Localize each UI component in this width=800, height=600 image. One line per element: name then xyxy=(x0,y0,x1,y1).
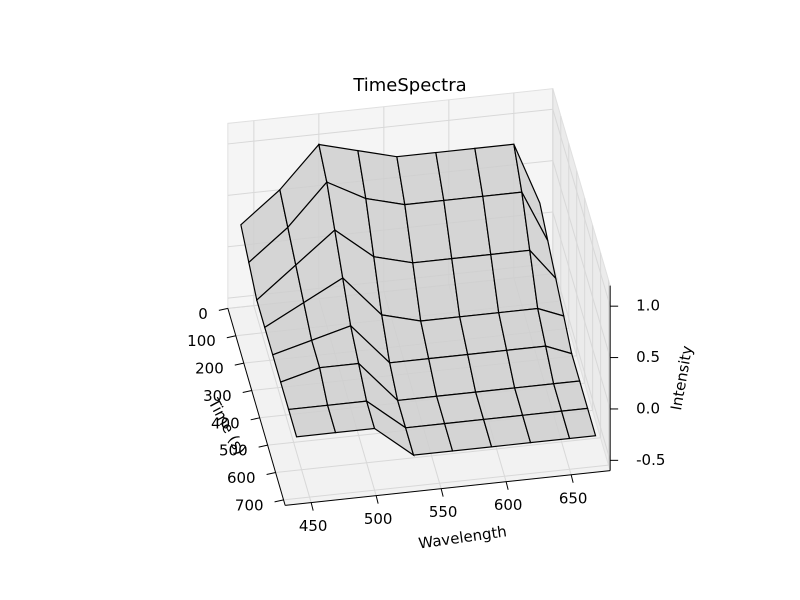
z-tick-label: 1.0 xyxy=(636,297,660,315)
z-axis-label: Intensity xyxy=(667,344,696,412)
x-axis-label: Wavelength xyxy=(417,522,508,552)
tick-mark xyxy=(258,444,268,448)
tick-mark xyxy=(226,335,236,339)
y-tick-label: 200 xyxy=(195,360,224,378)
x-tick-label: 450 xyxy=(299,517,328,535)
tick-mark xyxy=(440,488,444,497)
tick-mark xyxy=(310,502,314,511)
grid-line xyxy=(552,160,611,358)
tick-mark xyxy=(266,472,276,476)
tick-mark xyxy=(274,499,284,503)
z-tick-label: 0.0 xyxy=(636,399,660,417)
y-tick-label: 0 xyxy=(198,305,208,323)
x-tick-label: 650 xyxy=(559,489,588,507)
grid-line xyxy=(552,109,611,307)
z-tick-label: -0.5 xyxy=(636,451,665,469)
grid-line xyxy=(283,464,609,501)
tick-mark xyxy=(242,389,252,393)
tick-mark xyxy=(250,417,260,421)
x-tick-label: 550 xyxy=(429,503,458,521)
tick-mark xyxy=(375,495,379,504)
grid-line xyxy=(552,211,611,410)
y-tick-label: 400 xyxy=(211,414,240,432)
tick-mark xyxy=(234,362,244,366)
chart-title: TimeSpectra xyxy=(352,75,466,96)
y-tick-label: 700 xyxy=(235,496,264,514)
x-axis-line xyxy=(285,470,611,506)
tick-mark xyxy=(570,474,574,483)
y-tick-label: 500 xyxy=(219,442,248,460)
grid-line xyxy=(227,108,553,145)
y-tick-label: 100 xyxy=(187,332,216,350)
z-tick-label: 0.5 xyxy=(636,348,660,366)
tick-mark xyxy=(218,307,228,311)
y-tick-label: 600 xyxy=(227,469,256,487)
x-tick-label: 600 xyxy=(494,496,523,514)
grid-line xyxy=(552,263,611,461)
tick-mark xyxy=(505,481,509,490)
y-axis-line xyxy=(227,308,286,506)
surface-cell xyxy=(560,407,597,440)
grid-line xyxy=(275,437,601,474)
x-tick-label: 500 xyxy=(364,510,393,528)
y-tick-label: 300 xyxy=(203,387,232,405)
